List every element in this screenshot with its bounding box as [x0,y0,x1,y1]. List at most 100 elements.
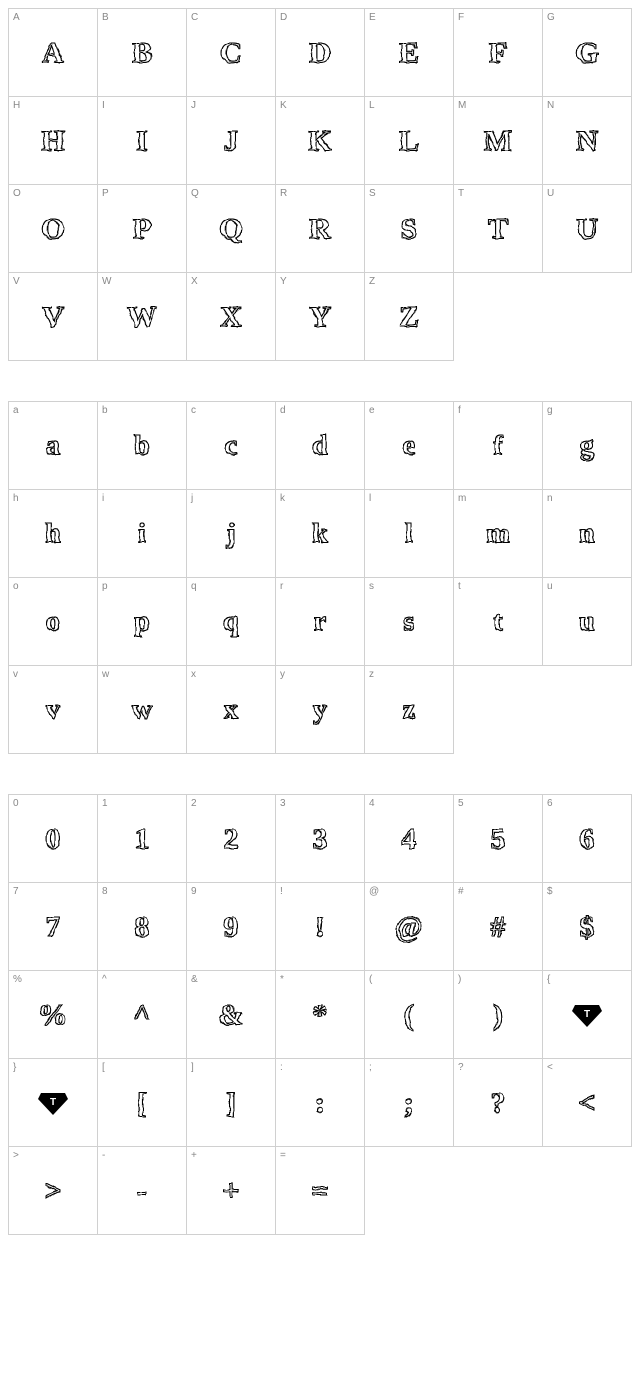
glyph-cell: 55 [454,795,543,883]
glyph-display: l [405,518,413,550]
glyph-display: 4 [402,822,417,856]
glyph-label: $ [547,886,553,897]
glyph-cell: LL [365,97,454,185]
glyph-display: z [403,694,415,726]
glyph-cell: @@ [365,883,454,971]
glyph-display: k [312,518,328,550]
glyph-label: x [191,669,196,680]
glyph-cell: EE [365,9,454,97]
glyph-display: p [134,606,150,638]
glyph-display: S [401,212,418,246]
glyph-label: i [102,493,104,504]
glyph-label: A [13,12,20,23]
glyph-display: M [484,124,512,158]
glyph-display: 9 [224,910,239,944]
glyph-display: h [45,518,61,550]
glyph-label: & [191,974,198,985]
character-grid: AABBCCDDEEFFGGHHIIJJKKLLMMNNOOPPQQRRSSTT… [8,8,632,273]
glyph-label: X [191,276,198,287]
glyph-label: 5 [458,798,464,809]
glyph-label: ^ [102,974,107,985]
glyph-cell: ss [365,578,454,666]
glyph-cell: 11 [98,795,187,883]
glyph-label: L [369,100,375,111]
glyph-display: Q [219,212,242,246]
glyph-label: l [369,493,371,504]
glyph-label: F [458,12,464,23]
glyph-label: W [102,276,111,287]
glyph-cell: KK [276,97,365,185]
glyph-display: i [138,518,146,550]
glyph-label: r [280,581,283,592]
glyph-cell: XX [187,273,276,361]
glyph-label: : [280,1062,283,1073]
glyph-label: { [547,974,550,985]
glyph-display: j [226,518,235,550]
glyph-label: k [280,493,285,504]
glyph-label: % [13,974,22,985]
glyph-display: W [127,300,157,334]
glyph-display: U [576,212,598,246]
glyph-label: 7 [13,886,19,897]
glyph-cell: 00 [9,795,98,883]
glyph-cell: -- [98,1147,187,1235]
glyph-display: b [134,430,150,462]
glyph-cell: )) [454,971,543,1059]
glyph-cell: QQ [187,185,276,273]
glyph-label: e [369,405,375,416]
glyph-label: s [369,581,374,592]
glyph-label: ) [458,974,461,985]
glyph-label: z [369,669,374,680]
glyph-label: q [191,581,197,592]
glyph-cell: zz [365,666,454,754]
glyph-label: } [13,1062,16,1073]
glyph-label: j [191,493,193,504]
glyph-cell: kk [276,490,365,578]
glyph-label: V [13,276,20,287]
glyph-display: ( [404,998,414,1032]
glyph-label: h [13,493,19,504]
glyph-cell: PP [98,185,187,273]
glyph-label: p [102,581,108,592]
glyph-display: ^ [133,998,150,1032]
glyph-label: [ [102,1062,105,1073]
glyph-display: a [46,430,60,462]
glyph-label: o [13,581,19,592]
glyph-label: < [547,1062,553,1073]
glyph-cell: [[ [98,1059,187,1147]
glyph-cell: 44 [365,795,454,883]
glyph-label: g [547,405,553,416]
glyph-display: K [308,124,331,158]
diamond-logo-icon: T [38,1093,68,1113]
glyph-cell: xx [187,666,276,754]
glyph-display: ! [315,910,325,944]
glyph-display: - [137,1174,147,1208]
glyph-cell: (( [365,971,454,1059]
character-grid: 00112233445566778899!!@@##$$%%^^&&**(())… [8,794,632,1147]
glyph-display: x [224,694,238,726]
glyph-display: $ [580,910,595,944]
glyph-display: ] [226,1086,236,1120]
glyph-cell: oo [9,578,98,666]
glyph-cell: 33 [276,795,365,883]
glyph-cell: jj [187,490,276,578]
svg-text:T: T [50,1097,56,1108]
glyph-label: 4 [369,798,375,809]
glyph-display: < [578,1086,595,1120]
glyph-label: v [13,669,18,680]
character-grid-partial-row: VVWWXXYYZZ [8,273,632,361]
glyph-cell: RR [276,185,365,273]
glyph-display: ? [491,1086,506,1120]
glyph-display: A [42,36,64,70]
glyph-display: v [46,694,60,726]
glyph-label: O [13,188,21,199]
glyph-label: G [547,12,555,23]
glyph-display: g [580,430,594,462]
glyph-display: J [224,124,239,158]
glyph-cell: GG [543,9,632,97]
glyph-label: I [102,100,105,111]
glyph-label: D [280,12,287,23]
glyph-label: Q [191,188,199,199]
glyph-cell: vv [9,666,98,754]
glyph-cell: ## [454,883,543,971]
